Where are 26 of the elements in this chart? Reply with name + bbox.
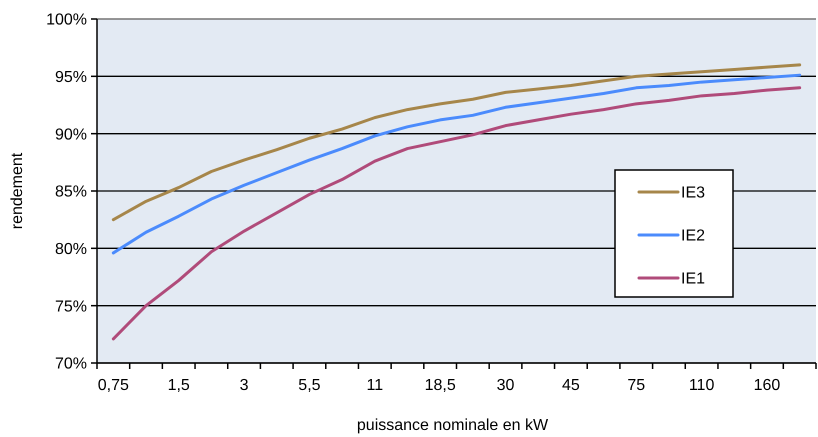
x-axis-title: puissance nominale en kW <box>356 417 549 434</box>
legend-label: IE3 <box>681 184 706 202</box>
x-tick-label: 18,5 <box>424 377 456 394</box>
x-tick-label: 1,5 <box>168 377 190 394</box>
y-tick-label: 90% <box>54 126 87 144</box>
x-tick-label: 110 <box>688 377 714 394</box>
x-tick-label: 0,75 <box>98 377 130 394</box>
x-tick-label: 3 <box>240 377 249 394</box>
x-tick-label: 30 <box>496 377 515 394</box>
legend-label: IE1 <box>681 270 706 288</box>
x-tick-label: 75 <box>627 377 646 394</box>
x-tick-label: 45 <box>562 377 580 394</box>
y-tick-label: 100% <box>46 12 87 29</box>
y-tick-label: 70% <box>54 356 87 373</box>
y-tick-label: 95% <box>54 68 87 86</box>
x-tick-label: 5,5 <box>298 377 321 394</box>
y-tick-label: 75% <box>54 298 87 316</box>
line-series <box>112 63 802 222</box>
line-series <box>112 86 802 340</box>
y-tick-label: 85% <box>54 184 87 201</box>
y-tick-label: 80% <box>54 240 87 258</box>
legend-label: IE2 <box>681 228 706 245</box>
y-axis-title: rendement <box>9 152 26 230</box>
x-tick-label: 11 <box>366 377 384 394</box>
line-series <box>112 74 802 254</box>
x-tick-label: 160 <box>754 377 780 394</box>
